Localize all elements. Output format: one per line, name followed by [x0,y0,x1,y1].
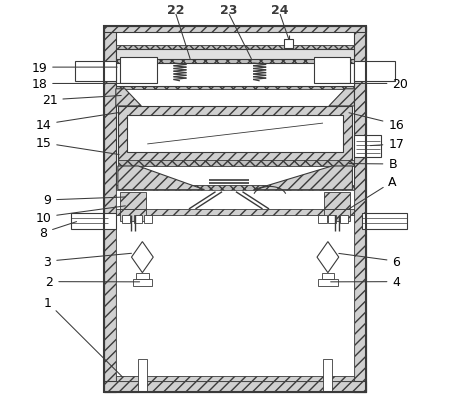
Bar [71,213,116,229]
Bar [104,27,116,392]
Text: 24: 24 [271,4,289,17]
Polygon shape [254,166,352,190]
Polygon shape [118,166,204,190]
Bar [136,273,148,279]
Bar [127,116,344,153]
Text: 22: 22 [167,4,185,17]
Bar [120,58,157,84]
Bar [138,360,147,392]
Bar [116,190,354,381]
Polygon shape [317,242,339,273]
Text: 23: 23 [220,4,238,17]
Bar [340,215,349,223]
Text: 18: 18 [31,78,133,91]
Bar [118,161,354,166]
Text: 14: 14 [36,113,119,132]
Text: 8: 8 [39,222,76,240]
Bar [134,215,142,223]
Bar [104,27,366,392]
Bar [120,192,147,209]
Bar [318,215,327,223]
Text: A: A [349,175,397,209]
Polygon shape [131,242,153,273]
Bar [144,215,152,223]
Bar [116,185,354,193]
Text: B: B [349,158,397,171]
Bar [116,376,354,381]
Bar [75,62,116,82]
Bar [116,83,354,90]
Bar [354,27,366,392]
Text: 4: 4 [331,276,400,288]
Bar [120,209,147,221]
Text: 9: 9 [44,194,125,207]
Bar [116,64,354,86]
Bar [328,215,336,223]
Text: 10: 10 [35,207,125,224]
Bar [318,279,338,286]
Bar [354,135,381,157]
Bar [314,58,350,84]
Text: 3: 3 [44,254,131,268]
Text: 20: 20 [337,78,409,91]
Bar [354,62,395,82]
Bar [324,209,350,221]
Bar [132,279,152,286]
Bar [116,49,354,60]
Bar [362,213,408,229]
Text: 15: 15 [35,137,119,155]
Bar [122,215,130,223]
Text: 6: 6 [339,254,400,268]
Bar [324,192,350,209]
Polygon shape [116,90,142,107]
Polygon shape [329,90,354,107]
Text: 2: 2 [45,276,140,288]
Bar [104,381,366,392]
Bar [322,273,334,279]
Text: 19: 19 [32,61,117,74]
Bar [284,40,293,49]
Text: 16: 16 [349,113,404,132]
Bar [116,45,354,64]
Text: 21: 21 [42,94,121,107]
Text: 1: 1 [44,296,122,377]
Bar [323,360,333,392]
Bar [104,27,366,33]
Bar [118,107,352,162]
Text: 17: 17 [371,138,404,151]
Bar [116,209,354,215]
